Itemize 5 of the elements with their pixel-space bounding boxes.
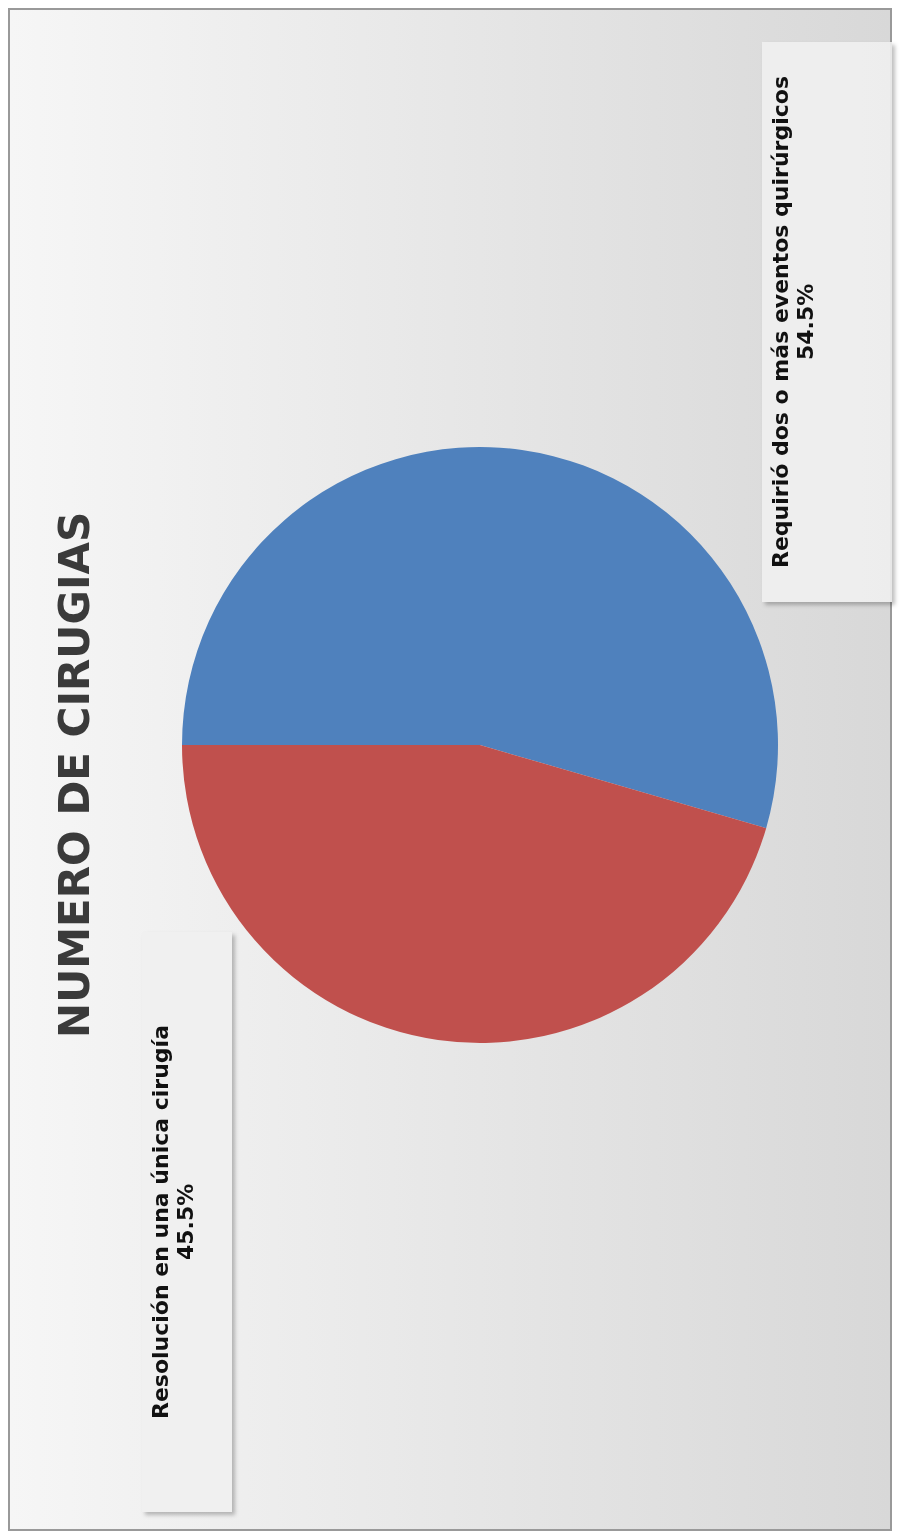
data-label: 54.5% xyxy=(793,282,818,363)
text: NUMERO DE CIRUGIAS xyxy=(50,510,100,1041)
slice-label: Resolución en una única cirugía xyxy=(148,1024,173,1421)
data-label: 45.5% xyxy=(173,1182,198,1263)
slice-label: Requirió dos o más eventos quirúrgicos xyxy=(768,75,793,570)
